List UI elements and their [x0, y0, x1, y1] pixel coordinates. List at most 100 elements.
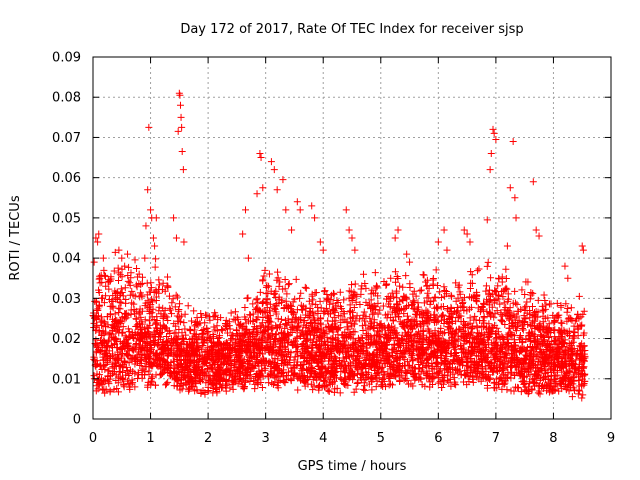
data-point: [373, 348, 381, 356]
data-point: [164, 273, 172, 281]
data-point: [100, 266, 108, 274]
data-point: [151, 263, 159, 271]
data-point: [437, 316, 445, 324]
data-point: [328, 334, 336, 342]
data-point: [142, 222, 150, 230]
data-point: [267, 158, 275, 166]
data-point: [181, 325, 189, 333]
data-point: [273, 361, 281, 369]
data-point: [513, 312, 521, 320]
data-point: [483, 308, 491, 316]
data-point: [133, 283, 141, 291]
data-point: [364, 325, 372, 333]
data-point: [484, 349, 492, 357]
data-point: [249, 343, 257, 351]
data-point: [263, 357, 271, 365]
data-point: [485, 341, 493, 349]
data-point: [482, 296, 490, 304]
data-point: [473, 373, 481, 381]
data-point: [579, 363, 587, 371]
data-point: [266, 359, 274, 367]
data-point: [435, 334, 443, 342]
data-point: [487, 358, 495, 366]
data-point: [249, 310, 257, 318]
data-point: [404, 361, 412, 369]
data-point: [541, 305, 549, 313]
data-point: [518, 343, 526, 351]
data-point: [513, 361, 521, 369]
data-point: [102, 342, 110, 350]
data-point: [138, 367, 146, 375]
data-point: [242, 341, 250, 349]
data-point: [404, 338, 412, 346]
data-point: [378, 368, 386, 376]
data-point: [416, 330, 424, 338]
data-point: [234, 315, 242, 323]
data-point: [427, 336, 435, 344]
data-point: [219, 377, 227, 385]
data-point: [274, 315, 282, 323]
data-point: [392, 367, 400, 375]
data-point: [185, 377, 193, 385]
data-point: [518, 286, 526, 294]
data-point: [168, 299, 176, 307]
data-point: [443, 365, 451, 373]
data-point: [445, 314, 453, 322]
data-point: [440, 226, 448, 234]
data-point: [180, 319, 188, 327]
data-point: [188, 347, 196, 355]
data-point: [274, 384, 282, 392]
data-point: [521, 291, 529, 299]
data-point: [316, 238, 324, 246]
data-point: [472, 334, 480, 342]
data-point: [386, 294, 394, 302]
data-point: [377, 333, 385, 341]
data-point: [161, 365, 169, 373]
data-point: [345, 287, 353, 295]
data-point: [447, 305, 455, 313]
data-point: [514, 366, 522, 374]
data-point: [122, 342, 130, 350]
data-point: [130, 346, 138, 354]
data-point: [256, 288, 264, 296]
data-point: [499, 343, 507, 351]
data-point: [456, 290, 464, 298]
data-point: [330, 313, 338, 321]
data-point: [226, 350, 234, 358]
data-point: [319, 362, 327, 370]
data-point: [358, 322, 366, 330]
data-point: [360, 362, 368, 370]
data-point: [370, 361, 378, 369]
data-point: [407, 366, 415, 374]
data-point: [316, 345, 324, 353]
data-point: [202, 368, 210, 376]
data-point: [353, 363, 361, 371]
data-point: [370, 316, 378, 324]
data-point: [572, 363, 580, 371]
data-point: [375, 356, 383, 364]
data-point: [387, 274, 395, 282]
data-point: [502, 265, 510, 273]
data-point: [217, 314, 225, 322]
data-point: [101, 319, 109, 327]
data-point: [409, 347, 417, 355]
data-point: [472, 352, 480, 360]
data-point: [126, 333, 134, 341]
data-point: [389, 317, 397, 325]
data-point: [294, 358, 302, 366]
data-point: [575, 376, 583, 384]
data-point: [174, 293, 182, 301]
data-point: [384, 310, 392, 318]
data-point: [384, 335, 392, 343]
data-point: [237, 345, 245, 353]
data-point: [482, 287, 490, 295]
data-point: [135, 270, 143, 278]
data-point: [227, 362, 235, 370]
data-point: [426, 352, 434, 360]
data-point: [315, 359, 323, 367]
data-point: [272, 301, 280, 309]
data-point: [195, 362, 203, 370]
data-point: [534, 324, 542, 332]
data-point: [526, 295, 534, 303]
data-point: [526, 314, 534, 322]
